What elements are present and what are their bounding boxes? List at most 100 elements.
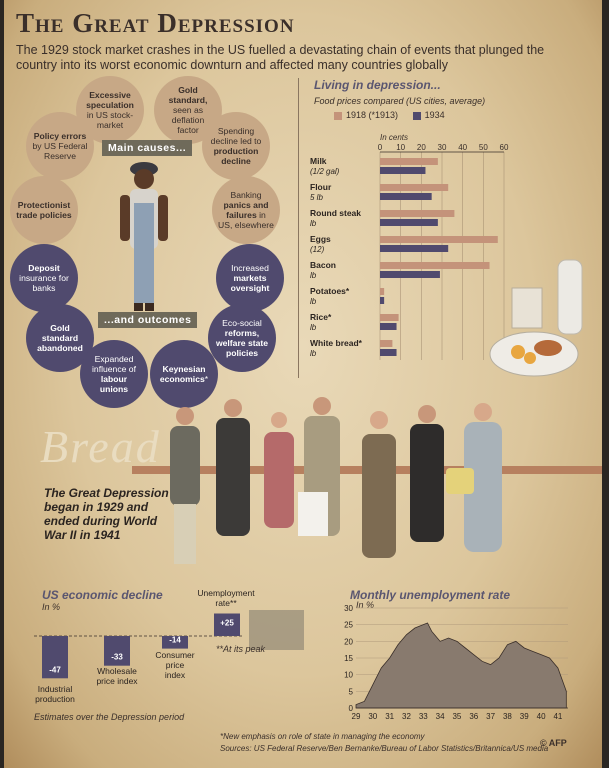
monthly-x-tick-label: 37: [486, 712, 495, 721]
cause-gold-standard: Gold standard, seen as deflation factor: [154, 76, 222, 144]
monthly-x-tick-label: 34: [436, 712, 445, 721]
food-legend: 1918 (*1913) 1934: [334, 110, 445, 120]
food-bar-1934: [380, 219, 438, 226]
monthly-x-tick-label: 35: [452, 712, 461, 721]
food-category-label: Rice*: [310, 312, 332, 322]
monthly-x-tick-label: 32: [402, 712, 411, 721]
food-category-label: Flour: [310, 182, 332, 192]
food-bar-1934: [380, 193, 432, 200]
food-bar-1934: [380, 271, 440, 278]
decline-category-label: Industrial production: [35, 684, 75, 704]
monthly-area-series: [355, 622, 567, 709]
estimates-note: Estimates over the Depression period: [34, 712, 185, 722]
outcome-welfare-reforms: Eco-social reforms, welfare state polici…: [208, 304, 276, 372]
economic-decline-chart: -47 -33 -14 +25 Industrial production Wholesal…: [34, 588, 304, 704]
food-category-unit: (12): [310, 245, 325, 254]
footer-sources: Sources: US Federal Reserve/Ben Bernanke…: [220, 744, 549, 753]
legend-label-1918: 1918 (*1913): [346, 110, 399, 120]
food-category-unit: lb: [310, 219, 317, 228]
decline-bar: [104, 636, 130, 666]
food-bar-1918: [380, 158, 438, 165]
outcomes-label: ...and outcomes: [98, 312, 198, 328]
food-bar-1918: [380, 288, 385, 295]
food-bar-1934: [380, 349, 397, 356]
food-illustration: [489, 259, 583, 377]
page-subtitle: The 1929 stock market crashes in the US …: [16, 43, 545, 72]
food-category-unit: (1/2 gal): [310, 167, 340, 176]
legend-label-1934: 1934: [424, 110, 445, 120]
decline-value-label: +25: [220, 619, 234, 628]
monthly-x-tick-label: 39: [520, 712, 529, 721]
cause-banking-panics: Banking panics and failures in US, elsew…: [212, 176, 280, 244]
food-chart-title: Living in depression...: [314, 78, 441, 92]
monthly-y-tick-label: 20: [344, 637, 353, 646]
decline-value-label: -33: [111, 653, 123, 662]
food-bar-1918: [380, 314, 399, 321]
great-depression-text: The Great Depression began in 1929 and e…: [44, 486, 169, 542]
food-bar-1918: [380, 340, 393, 347]
monthly-y-tick-label: 25: [344, 621, 353, 630]
decline-value-label: -47: [49, 665, 61, 674]
cause-protectionist: Protectionist trade policies: [10, 176, 78, 244]
bread-line-illustration: [170, 397, 502, 564]
food-category-unit: lb: [310, 297, 317, 306]
decline-category-label: Unemployment rate**: [197, 588, 255, 608]
cause-spending-decline: Spending decline led to production decli…: [202, 112, 270, 180]
footer-note: *New emphasis on role of state in managi…: [220, 732, 425, 741]
monthly-x-tick-label: 41: [553, 712, 562, 721]
monthly-y-tick-label: 0: [349, 704, 354, 713]
infographic-page: The Great Depression The 1929 stock mark…: [4, 0, 602, 768]
peak-note: **At its peak: [216, 644, 266, 654]
monthly-x-tick-label: 40: [537, 712, 546, 721]
food-bar-1918: [380, 262, 490, 269]
outcome-markets-oversight: Increased markets oversight: [216, 244, 284, 312]
decline-category-label: Consumer price index: [155, 650, 194, 680]
monthly-x-tick-label: 33: [419, 712, 428, 721]
decline-chart-unit: In %: [42, 602, 61, 612]
food-category-unit: 5 lb: [310, 193, 323, 202]
food-category-unit: lb: [310, 323, 317, 332]
monthly-x-tick-label: 36: [469, 712, 478, 721]
decline-bar: [214, 613, 240, 636]
cause-policy-errors: Policy errors by US Federal Reserve: [26, 112, 94, 180]
food-category-label: Milk: [310, 156, 327, 166]
food-bar-1934: [380, 167, 426, 174]
food-bar-1934: [380, 323, 397, 330]
food-bar-1934: [380, 297, 385, 304]
food-x-tick-label: 50: [479, 143, 488, 152]
decline-value-label: -14: [169, 636, 181, 645]
monthly-x-tick-label: 30: [368, 712, 377, 721]
food-bar-1918: [380, 236, 498, 243]
outcome-labour-unions: Expanded influence of labour unions: [80, 340, 148, 408]
monthly-y-tick-label: 10: [344, 671, 353, 680]
food-chart-subtitle: Food prices compared (US cities, average…: [314, 96, 486, 106]
outcome-keynesian: Keynesian economics*: [150, 340, 218, 408]
food-bar-1918: [380, 184, 449, 191]
food-axis-unit: In cents: [380, 133, 408, 142]
monthly-x-tick-label: 38: [503, 712, 512, 721]
legend-swatch-1918: [334, 111, 342, 120]
food-category-label: Eggs: [310, 234, 331, 244]
food-category-unit: lb: [310, 349, 317, 358]
legend-swatch-1934: [412, 111, 421, 120]
outcome-deposit-insurance: Deposit insurance for banks: [10, 244, 78, 312]
monthly-chart-title: Monthly unemployment rate: [350, 588, 511, 602]
food-x-tick-label: 40: [458, 143, 467, 152]
food-x-tick-label: 20: [417, 143, 426, 152]
decline-bar: [42, 636, 68, 679]
food-x-tick-label: 0: [378, 143, 383, 152]
monthly-y-tick-label: 30: [344, 604, 353, 613]
food-category-label: White bread*: [310, 338, 363, 348]
food-category-label: Bacon: [310, 260, 336, 270]
decline-chart-title: US economic decline: [42, 588, 163, 602]
page-title: The Great Depression: [16, 8, 295, 38]
decline-bar: [162, 636, 188, 649]
food-bar-1918: [380, 210, 455, 217]
worker-illustration: [120, 162, 168, 311]
food-x-tick-label: 10: [396, 143, 405, 152]
decline-category-label: Wholesale price index: [96, 666, 138, 686]
monthly-unemployment-chart: 0 5 10 15 20 25 30 29 30 31 32 33 34 35 36 37 38 39 40 41: [344, 604, 568, 721]
monthly-x-tick-label: 29: [352, 712, 361, 721]
monthly-y-tick-label: 5: [349, 687, 354, 696]
